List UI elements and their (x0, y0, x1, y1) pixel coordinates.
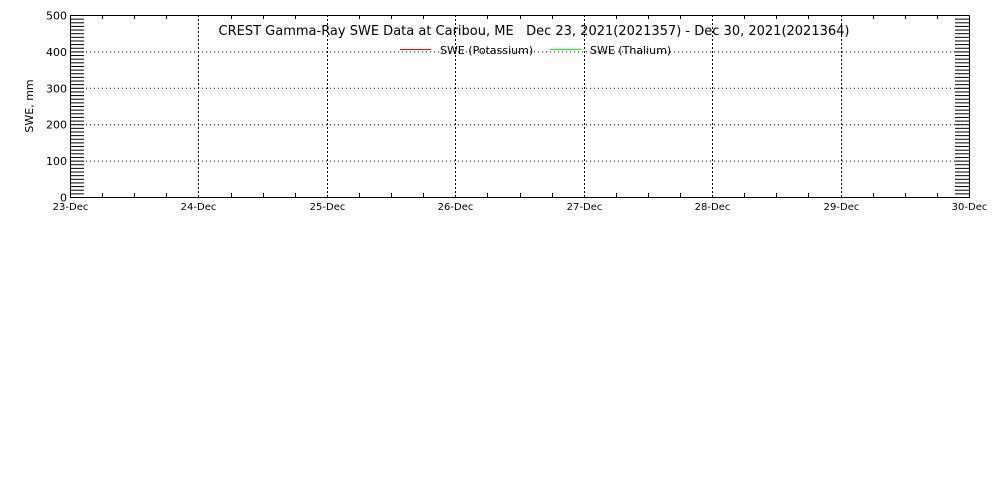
x-tick-label: 24-Dec (181, 202, 217, 213)
x-tick-label: 29-Dec (824, 202, 860, 213)
y-tick-label: 400 (46, 46, 67, 59)
y-tick-label: 0 (60, 192, 67, 205)
x-tick-labels: 23-Dec 24-Dec 25-Dec 26-Dec 27-Dec 28-Dec 29-D… (53, 202, 988, 213)
x-tick-label: 26-Dec (438, 202, 474, 213)
y-tick-label: 100 (46, 155, 67, 168)
chart-title: CREST Gamma-Ray SWE Data at Caribou, ME … (219, 24, 850, 39)
grid-lines (70, 15, 969, 197)
y-tick-label: 200 (46, 119, 67, 132)
x-tick-label: 25-Dec (310, 202, 346, 213)
legend-label: SWE (Thalium) (590, 44, 671, 57)
y-tick-label: 300 (46, 82, 67, 95)
plot-frame (70, 15, 970, 198)
y-tick-label: 500 (46, 10, 67, 23)
x-tick-label: 27-Dec (567, 202, 603, 213)
x-tick-label: 28-Dec (695, 202, 731, 213)
x-tick-label: 30-Dec (952, 202, 988, 213)
y-axis-label: SWE, mm (23, 79, 36, 132)
legend-label: SWE (Potassium) (440, 44, 533, 57)
x-tick-label: 23-Dec (53, 202, 89, 213)
legend: SWE (Potassium) SWE (Thalium) (400, 44, 671, 57)
y-tick-labels: 0 100 200 300 400 500 (46, 10, 67, 205)
axis-ticks (70, 15, 969, 198)
